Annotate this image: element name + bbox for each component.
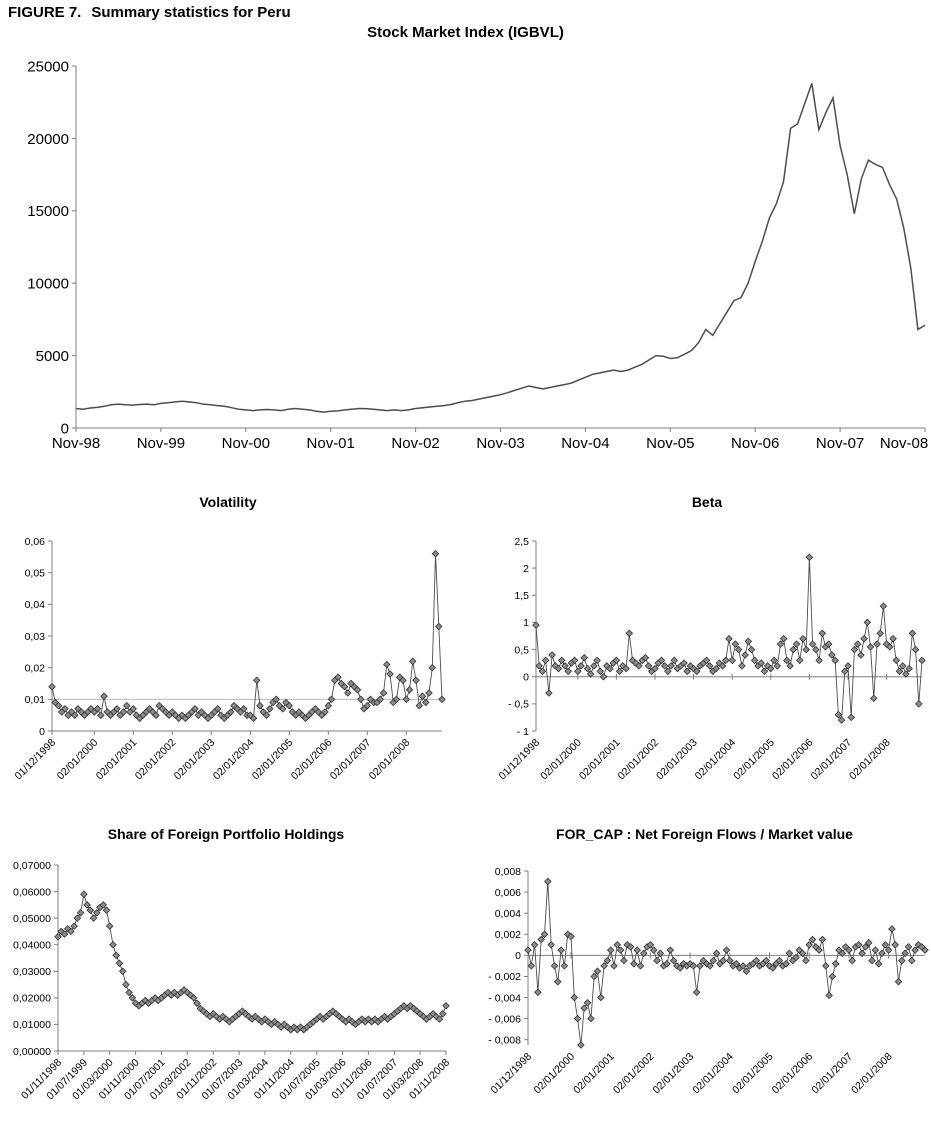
svg-text:02/01/2003: 02/01/2003 <box>651 1051 697 1097</box>
svg-text:01/12/1998: 01/12/1998 <box>496 737 542 783</box>
svg-text:0,00000: 0,00000 <box>13 1046 51 1058</box>
chart-title-volatility: Volatility <box>199 494 257 510</box>
chart-title-for-cap: FOR_CAP : Net Foreign Flows / Market val… <box>556 826 853 842</box>
svg-text:Nov-08: Nov-08 <box>880 435 928 452</box>
svg-text:15000: 15000 <box>27 203 69 220</box>
svg-text:02/01/2006: 02/01/2006 <box>289 737 335 783</box>
chart-title-stock-market-index: Stock Market Index (IGBVL) <box>367 24 564 41</box>
stock-market-index-plot: 0 5000 10000 15000 20000 25000 Nov-98 Nov-99 Nov… <box>27 58 928 452</box>
svg-text:0,02: 0,02 <box>25 662 46 674</box>
svg-text:- 0,5: - 0,5 <box>508 699 529 711</box>
svg-text:0,02000: 0,02000 <box>13 993 51 1005</box>
figure-caption: FIGURE 7. Summary statistics for Peru <box>8 4 291 21</box>
svg-text:Nov-99: Nov-99 <box>137 435 185 452</box>
svg-text:- 0,006: - 0,006 <box>488 1013 521 1025</box>
svg-text:0: 0 <box>515 950 521 962</box>
svg-text:0,05000: 0,05000 <box>13 913 51 925</box>
svg-text:0,04: 0,04 <box>25 599 46 611</box>
svg-text:02/01/2002: 02/01/2002 <box>133 737 179 783</box>
svg-text:Nov-04: Nov-04 <box>561 435 609 452</box>
svg-text:0,04000: 0,04000 <box>13 940 51 952</box>
svg-text:0: 0 <box>523 672 529 684</box>
svg-text:02/01/2001: 02/01/2001 <box>94 737 140 783</box>
svg-text:0,03000: 0,03000 <box>13 966 51 978</box>
svg-text:10000: 10000 <box>27 276 69 293</box>
svg-text:0,06: 0,06 <box>25 536 46 548</box>
svg-text:0,05: 0,05 <box>25 567 46 579</box>
chart-foreign-portfolio-share: Share of Foreign Portfolio Holdings 0,00… <box>0 826 452 1131</box>
svg-text:0,07000: 0,07000 <box>13 860 51 872</box>
svg-text:0,06000: 0,06000 <box>13 886 51 898</box>
svg-text:0,006: 0,006 <box>495 887 521 899</box>
svg-text:Nov-00: Nov-00 <box>222 435 270 452</box>
svg-text:01/12/1998: 01/12/1998 <box>488 1051 534 1097</box>
svg-text:- 1: - 1 <box>517 726 529 738</box>
svg-text:02/01/2003: 02/01/2003 <box>172 737 218 783</box>
svg-text:0,03: 0,03 <box>25 631 46 643</box>
svg-text:0,008: 0,008 <box>495 866 521 878</box>
svg-text:02/01/2005: 02/01/2005 <box>730 1051 776 1097</box>
svg-text:02/01/2000: 02/01/2000 <box>55 737 101 783</box>
chart-stock-market-index: Stock Market Index (IGBVL) 0 5000 10000 150… <box>0 24 931 474</box>
figure-caption-title: Summary statistics for Peru <box>91 4 291 21</box>
foreign-portfolio-share-plot: 0,00000 0,01000 0,02000 0,03000 0,04000 0,050… <box>13 860 452 1102</box>
svg-text:2,5: 2,5 <box>514 536 529 548</box>
svg-text:- 0,002: - 0,002 <box>488 971 521 983</box>
svg-text:Nov-07: Nov-07 <box>816 435 864 452</box>
chart-for-cap: FOR_CAP : Net Foreign Flows / Market val… <box>478 826 931 1131</box>
beta-plot: - 1- 0,500,511,522,501/12/199802/01/2000… <box>496 536 926 783</box>
svg-text:Nov-03: Nov-03 <box>476 435 524 452</box>
svg-text:0,002: 0,002 <box>495 929 521 941</box>
chart-title-foreign-portfolio-share: Share of Foreign Portfolio Holdings <box>107 826 345 842</box>
svg-text:20000: 20000 <box>27 131 69 148</box>
svg-text:5000: 5000 <box>36 348 69 365</box>
svg-text:0: 0 <box>39 726 45 738</box>
svg-text:1,5: 1,5 <box>514 590 529 602</box>
svg-text:02/01/2002: 02/01/2002 <box>611 1051 657 1097</box>
svg-text:02/01/2005: 02/01/2005 <box>250 737 296 783</box>
svg-text:02/01/2006: 02/01/2006 <box>770 1051 816 1097</box>
svg-text:0,01: 0,01 <box>25 694 46 706</box>
svg-text:0: 0 <box>61 420 69 437</box>
svg-text:Nov-06: Nov-06 <box>731 435 779 452</box>
svg-text:- 0,008: - 0,008 <box>488 1035 521 1047</box>
svg-text:01/12/1998: 01/12/1998 <box>12 737 58 783</box>
for-cap-plot: - 0,008 - 0,006 - 0,004 - 0,002 0 0,002 0,004 0… <box>488 866 929 1097</box>
svg-text:- 0,004: - 0,004 <box>488 992 521 1004</box>
svg-text:02/01/2008: 02/01/2008 <box>849 1051 895 1097</box>
svg-text:25000: 25000 <box>27 58 69 75</box>
svg-text:02/01/2008: 02/01/2008 <box>367 737 413 783</box>
svg-text:02/01/2007: 02/01/2007 <box>809 1051 855 1097</box>
svg-text:02/01/2008: 02/01/2008 <box>847 737 893 783</box>
svg-text:0,5: 0,5 <box>514 644 529 656</box>
svg-text:1: 1 <box>523 617 529 629</box>
volatility-plot: 00,010,020,030,040,050,0601/12/199802/01… <box>12 536 446 783</box>
svg-text:Nov-02: Nov-02 <box>391 435 439 452</box>
svg-text:02/01/2007: 02/01/2007 <box>328 737 374 783</box>
chart-volatility: Volatility 0 0,01 0,02 0,03 0,04 0,05 0,06 01/1… <box>8 494 448 803</box>
svg-text:Nov-01: Nov-01 <box>307 435 355 452</box>
svg-text:Nov-05: Nov-05 <box>646 435 694 452</box>
figure-caption-label: FIGURE 7. <box>8 4 82 21</box>
svg-text:2: 2 <box>523 563 529 575</box>
svg-text:02/01/2000: 02/01/2000 <box>531 1051 577 1097</box>
svg-text:0,004: 0,004 <box>495 908 521 920</box>
chart-title-beta: Beta <box>691 494 723 510</box>
svg-text:Nov-98: Nov-98 <box>52 435 100 452</box>
svg-text:0,01000: 0,01000 <box>13 1019 51 1031</box>
chart-beta: Beta - 1 - 0,5 0 0,5 1 1,5 2 2,5 01/12/1998 02/01… <box>486 494 928 803</box>
svg-text:02/01/2001: 02/01/2001 <box>571 1051 617 1097</box>
svg-text:02/01/2004: 02/01/2004 <box>690 1051 736 1097</box>
svg-text:02/01/2004: 02/01/2004 <box>211 737 257 783</box>
